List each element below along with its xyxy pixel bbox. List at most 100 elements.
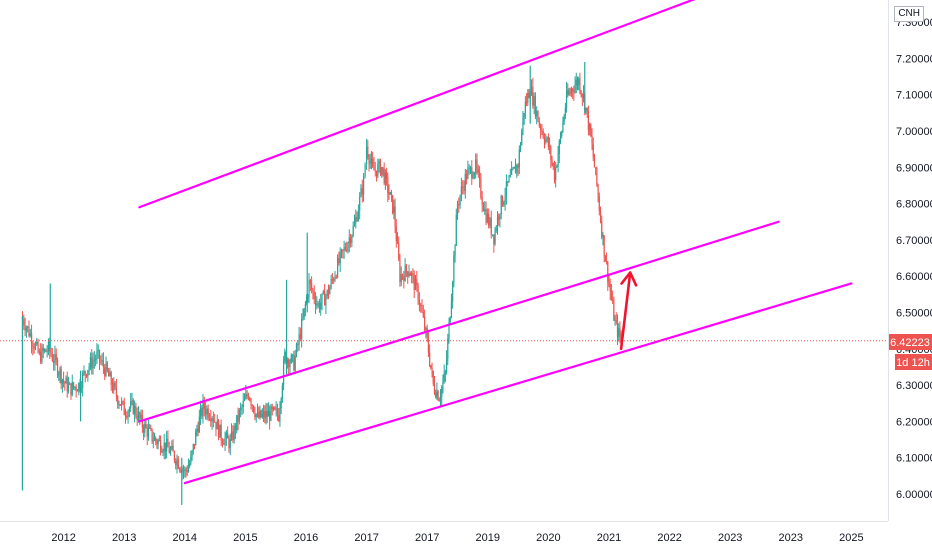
- candle-body: [276, 408, 279, 415]
- candle-body: [54, 354, 56, 363]
- candle-body: [258, 412, 260, 418]
- candle-body: [42, 347, 44, 352]
- candle-body: [313, 291, 315, 300]
- symbol-label[interactable]: CNH: [894, 6, 924, 22]
- y-axis[interactable]: 6.000006.100006.200006.300006.400006.500…: [896, 17, 932, 501]
- candle-body: [175, 460, 177, 465]
- candle-body: [274, 407, 276, 410]
- candle-body: [306, 296, 308, 304]
- candle-body: [67, 384, 70, 392]
- candle-body: [370, 158, 373, 162]
- candle-body: [196, 428, 198, 432]
- candle-body: [140, 414, 142, 419]
- candle-body: [574, 85, 576, 93]
- candle-body: [533, 95, 535, 106]
- candle-body: [580, 91, 582, 95]
- candle-body: [592, 144, 594, 158]
- x-tick-label: 2019: [476, 532, 500, 544]
- candle-body: [316, 303, 318, 306]
- candle-body: [582, 94, 585, 98]
- candle-body: [115, 386, 118, 397]
- candle-body: [301, 318, 303, 339]
- channel-line-2: [138, 220, 780, 423]
- candle-body: [615, 320, 617, 322]
- candle-body: [95, 358, 97, 360]
- candle-body: [309, 280, 311, 284]
- y-tick-label: 6.90000: [896, 162, 932, 174]
- candle-body: [320, 302, 322, 310]
- candle-body: [85, 374, 88, 377]
- candle-body: [396, 240, 399, 244]
- candle-body: [202, 400, 204, 416]
- candle-body: [485, 209, 487, 223]
- candle-body: [135, 405, 137, 416]
- candle-body: [330, 279, 332, 288]
- candle-body: [439, 396, 442, 402]
- candle-body: [227, 432, 229, 439]
- candle-body: [514, 166, 517, 174]
- candle-body: [379, 160, 382, 175]
- candle-body: [38, 351, 40, 353]
- candle-body: [219, 424, 221, 438]
- candle-body: [253, 405, 255, 413]
- candle-body: [395, 226, 397, 241]
- y-tick-label: 6.20000: [896, 416, 932, 428]
- candle-body: [280, 399, 282, 409]
- candle-body: [119, 404, 121, 406]
- candle-body: [127, 411, 129, 418]
- candle-body: [524, 101, 526, 114]
- countdown-label: 1d 12h: [896, 357, 930, 369]
- candle-body: [346, 249, 348, 251]
- candle-body: [158, 439, 160, 441]
- y-tick-label: 6.00000: [896, 489, 932, 501]
- candle-body: [255, 413, 257, 418]
- candle-body: [486, 213, 488, 223]
- x-axis[interactable]: 2012 2013 2014 2015 2016 2017 2017 2019 2020 2021…: [51, 532, 863, 544]
- candle-body: [299, 334, 301, 339]
- candle-body: [352, 225, 354, 236]
- candle-body: [163, 442, 165, 452]
- candle-body: [568, 92, 570, 95]
- candle-body: [291, 354, 294, 356]
- candle-body: [267, 411, 270, 417]
- candle-body: [488, 213, 490, 226]
- candle-body: [353, 223, 356, 226]
- candle-body: [581, 94, 583, 98]
- x-tick-label: 2013: [112, 532, 136, 544]
- candle-body: [490, 218, 492, 235]
- candle-body: [47, 341, 50, 352]
- candle-body: [166, 438, 168, 452]
- candle-body: [137, 412, 140, 421]
- candle-body: [83, 371, 85, 374]
- candle-body: [351, 235, 353, 243]
- candle-body: [513, 166, 515, 169]
- candle-body: [102, 360, 105, 368]
- candle-body: [421, 305, 423, 312]
- candle-body: [563, 116, 565, 122]
- candle-body: [271, 406, 273, 410]
- candle-body: [325, 296, 327, 306]
- candle-body: [179, 468, 181, 470]
- candle-body: [206, 408, 208, 415]
- candle-body: [604, 255, 606, 262]
- candle-body: [374, 170, 376, 172]
- candle-body: [156, 440, 158, 445]
- candle-body: [97, 350, 99, 352]
- candle-body: [27, 326, 29, 328]
- candle-body: [28, 326, 30, 337]
- candle-body: [34, 343, 37, 349]
- y-tick-label: 6.70000: [896, 235, 932, 247]
- candles-layer: [21, 62, 622, 505]
- candle-body: [595, 167, 597, 169]
- candle-body: [333, 279, 335, 281]
- candle-body: [360, 188, 362, 197]
- candle-body: [89, 357, 92, 367]
- candle-body: [501, 195, 504, 206]
- candle-body: [96, 351, 98, 359]
- candle-body: [223, 443, 225, 445]
- candle-body: [450, 301, 453, 318]
- candle-body: [331, 279, 334, 281]
- candle-body: [564, 108, 566, 117]
- candle-body: [152, 440, 154, 442]
